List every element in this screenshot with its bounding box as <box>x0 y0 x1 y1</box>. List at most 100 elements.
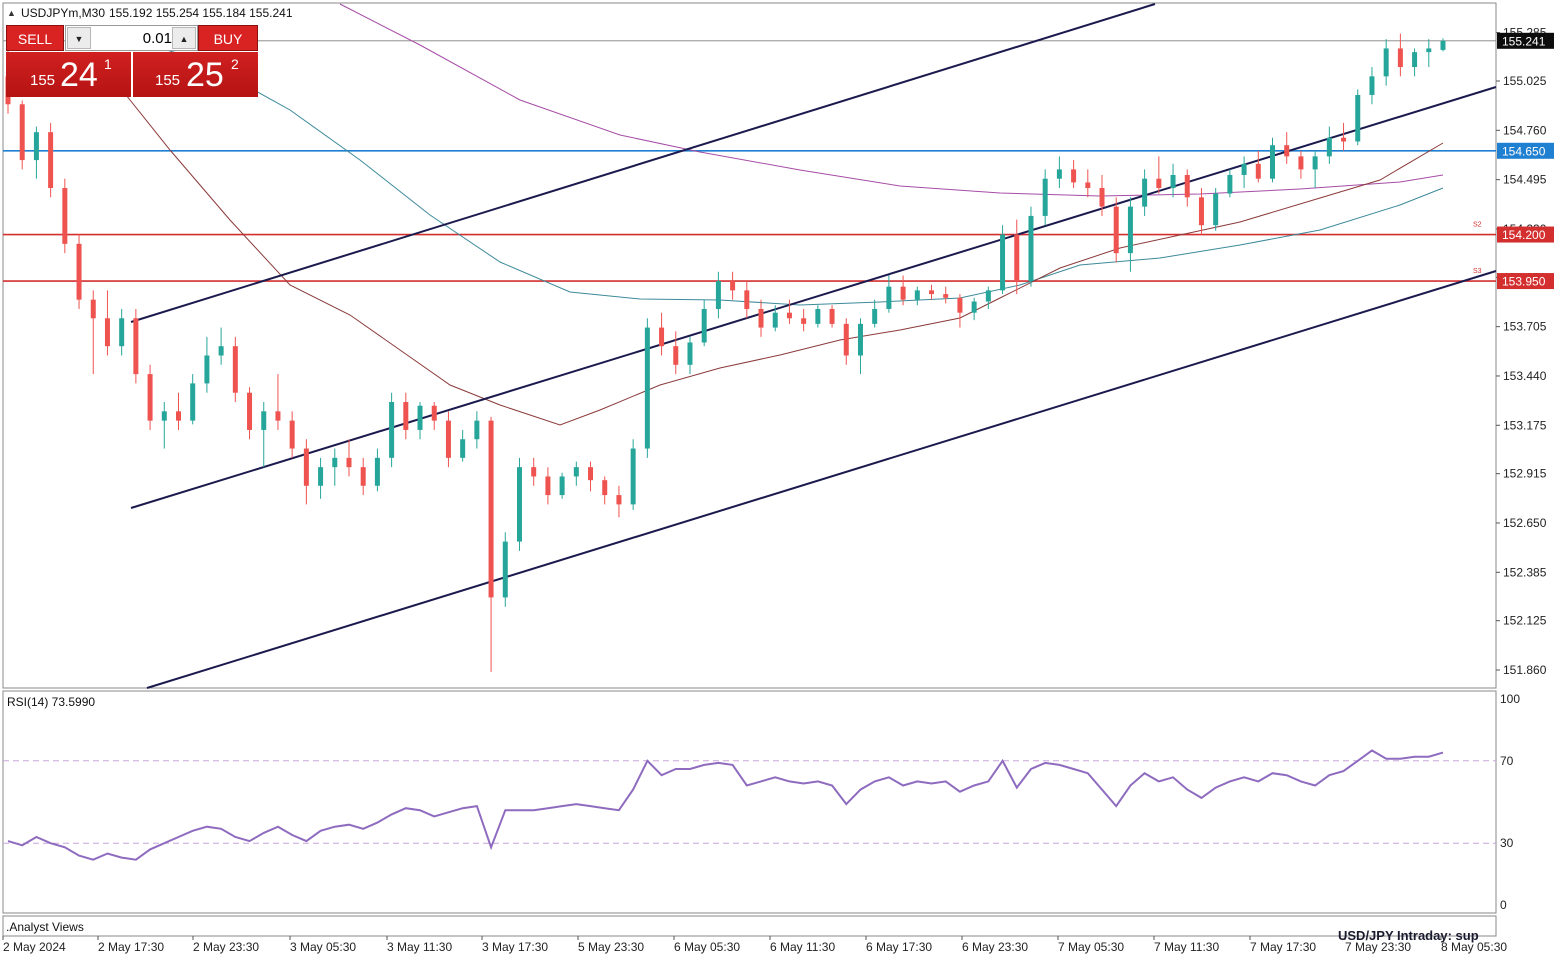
lot-decrease-button[interactable]: ▼ <box>67 27 91 49</box>
candle-body <box>1312 156 1318 170</box>
candle-body <box>1213 193 1219 226</box>
channel-line <box>146 270 1497 689</box>
candle-body <box>1099 188 1105 207</box>
candle-body <box>460 439 466 458</box>
candle-body <box>616 495 622 505</box>
rsi-axis-label: 100 <box>1500 692 1520 706</box>
candle-body <box>360 467 366 486</box>
candle-body <box>1000 234 1006 291</box>
ma-purple-line <box>339 3 1444 197</box>
candle-body <box>1426 48 1432 53</box>
one-click-trading-panel: SELL ▼ ▲ BUY 155 24 1 155 25 2 <box>6 25 258 97</box>
candle-body <box>1255 163 1261 179</box>
ma-teal-line <box>99 29 1444 306</box>
rsi-axis-label: 70 <box>1500 754 1514 768</box>
candle-body <box>90 299 96 319</box>
candle-body <box>1440 40 1446 50</box>
candle-body <box>332 457 338 468</box>
x-tick-label: 6 May 17:30 <box>866 940 932 954</box>
candle-body <box>659 327 665 347</box>
candle-body <box>247 392 253 430</box>
rsi-panel[interactable] <box>2 690 1497 914</box>
x-tick-label: 6 May 05:30 <box>674 940 740 954</box>
candle-body <box>261 411 267 430</box>
candle-body <box>744 290 750 309</box>
candle-body <box>502 541 508 598</box>
x-tick-label: 3 May 17:30 <box>482 940 548 954</box>
candle-body <box>516 467 522 542</box>
candle-body <box>801 318 807 324</box>
price-tag-label: 154.650 <box>1502 144 1546 158</box>
channel-line <box>130 86 1497 509</box>
y-tick-label: 153.440 <box>1503 369 1547 383</box>
x-tick-label: 7 May 17:30 <box>1250 940 1316 954</box>
candle-body <box>531 467 537 477</box>
candle-body <box>687 342 693 365</box>
candle-body <box>545 476 551 496</box>
buy-price-prefix: 155 <box>155 72 181 89</box>
candle-body <box>318 467 324 486</box>
candle-body <box>104 318 110 347</box>
x-tick-label: 5 May 23:30 <box>578 940 644 954</box>
candle-body <box>218 346 224 356</box>
candle-body <box>573 467 579 477</box>
x-tick-label: 3 May 11:30 <box>387 940 452 954</box>
candle-body <box>346 457 352 468</box>
sell-price-box[interactable]: 155 24 1 <box>6 52 131 97</box>
lot-size-control: ▼ ▲ <box>65 25 198 51</box>
analyst-panel <box>2 915 1497 937</box>
candle-body <box>1113 206 1119 254</box>
sell-button[interactable]: SELL <box>6 25 64 51</box>
candle-body <box>673 346 679 365</box>
candle-body <box>843 323 849 356</box>
x-tick-label: 2 May 23:30 <box>193 940 259 954</box>
candle-body <box>161 411 167 421</box>
y-tick-label: 154.495 <box>1503 173 1547 187</box>
rsi-axis-label: 30 <box>1500 836 1514 850</box>
level-tag: S3 <box>1473 268 1482 275</box>
candle-body <box>1184 174 1190 198</box>
candle-body <box>275 411 281 421</box>
candle-body <box>829 308 835 324</box>
candle-body <box>1341 137 1347 142</box>
sell-price-prefix: 155 <box>30 72 56 89</box>
buy-price-big: 25 <box>186 56 224 94</box>
candle-body <box>857 323 863 356</box>
x-tick-label: 7 May 23:30 <box>1345 940 1411 954</box>
candle-body <box>701 308 707 343</box>
candle-body <box>1085 182 1091 189</box>
candle-body <box>1369 76 1375 95</box>
candle-body <box>1326 137 1332 157</box>
candle-body <box>1170 174 1176 189</box>
lot-size-input[interactable] <box>92 27 174 49</box>
price-tag <box>1497 142 1554 159</box>
channel-line <box>130 3 1156 323</box>
sell-price-big: 24 <box>60 56 98 94</box>
candle-body <box>403 402 409 430</box>
buy-price-box[interactable]: 155 25 2 <box>133 52 258 97</box>
candle-body <box>1014 234 1020 282</box>
candle-body <box>1028 215 1034 282</box>
analyst-views-label: .Analyst Views <box>6 920 84 934</box>
buy-button[interactable]: BUY <box>198 25 258 51</box>
price-tag <box>1497 32 1554 49</box>
main-panel[interactable] <box>2 2 1497 689</box>
candle-body <box>1270 145 1276 179</box>
candle-body <box>730 281 736 291</box>
rsi-label: RSI(14) 73.5990 <box>7 695 95 709</box>
x-tick-label: 6 May 11:30 <box>770 940 835 954</box>
candle-body <box>19 104 25 161</box>
candle-body <box>644 327 650 449</box>
collapse-icon[interactable]: ▲ <box>7 8 16 18</box>
price-tag <box>1497 273 1554 290</box>
candle-body <box>772 312 778 328</box>
y-tick-label: 153.175 <box>1503 418 1547 432</box>
candle-body <box>289 420 295 449</box>
candle-body <box>602 480 608 496</box>
candle-body <box>76 243 82 300</box>
candle-body <box>985 290 991 302</box>
y-tick-label: 152.385 <box>1503 565 1547 579</box>
lot-increase-button[interactable]: ▲ <box>172 27 196 49</box>
candle-body <box>474 420 480 440</box>
